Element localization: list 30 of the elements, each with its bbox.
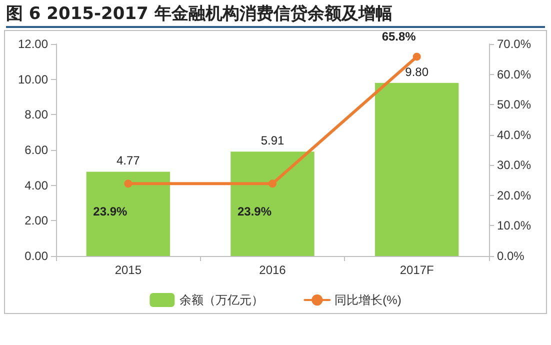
legend-label: 同比增长(%) xyxy=(334,293,402,307)
y2-tick-label: 60.0% xyxy=(497,67,532,82)
y-tick-label: 2.00 xyxy=(24,214,48,228)
data-label: 5.91 xyxy=(260,134,284,148)
y-tick-label: 4.00 xyxy=(24,178,48,192)
bar xyxy=(230,152,314,256)
data-label: 23.9% xyxy=(237,204,272,219)
data-label: 65.8% xyxy=(382,30,416,44)
bar xyxy=(86,172,170,256)
y-tick-label: 10.00 xyxy=(18,72,48,86)
y-tick-label: 6.00 xyxy=(24,143,48,157)
y2-tick-label: 10.0% xyxy=(497,218,532,233)
y2-tick-label: 0.0% xyxy=(497,249,525,263)
data-label: 9.80 xyxy=(405,64,429,79)
bar xyxy=(374,82,459,256)
data-label: 23.9% xyxy=(93,204,128,219)
legend-label: 余额（万亿元） xyxy=(180,293,264,307)
y2-tick-label: 40.0% xyxy=(497,128,532,142)
y2-tick-label: 30.0% xyxy=(497,158,532,172)
x-tick-label: 2015 xyxy=(114,263,142,277)
y-tick-label: 12.00 xyxy=(18,37,48,51)
y-tick-label: 0.00 xyxy=(24,249,48,263)
y2-tick-label: 20.0% xyxy=(497,188,532,202)
x-tick-label: 2017F xyxy=(400,263,434,277)
data-label: 4.77 xyxy=(116,154,140,168)
y2-tick-label: 50.0% xyxy=(497,98,532,112)
y2-tick-label: 70.0% xyxy=(497,37,532,51)
chart-title: 图 6 2015-2017 年金融机构消费信贷余额及增幅 xyxy=(6,2,545,28)
y-tick-label: 8.00 xyxy=(24,108,48,122)
x-tick-label: 2016 xyxy=(259,263,286,277)
